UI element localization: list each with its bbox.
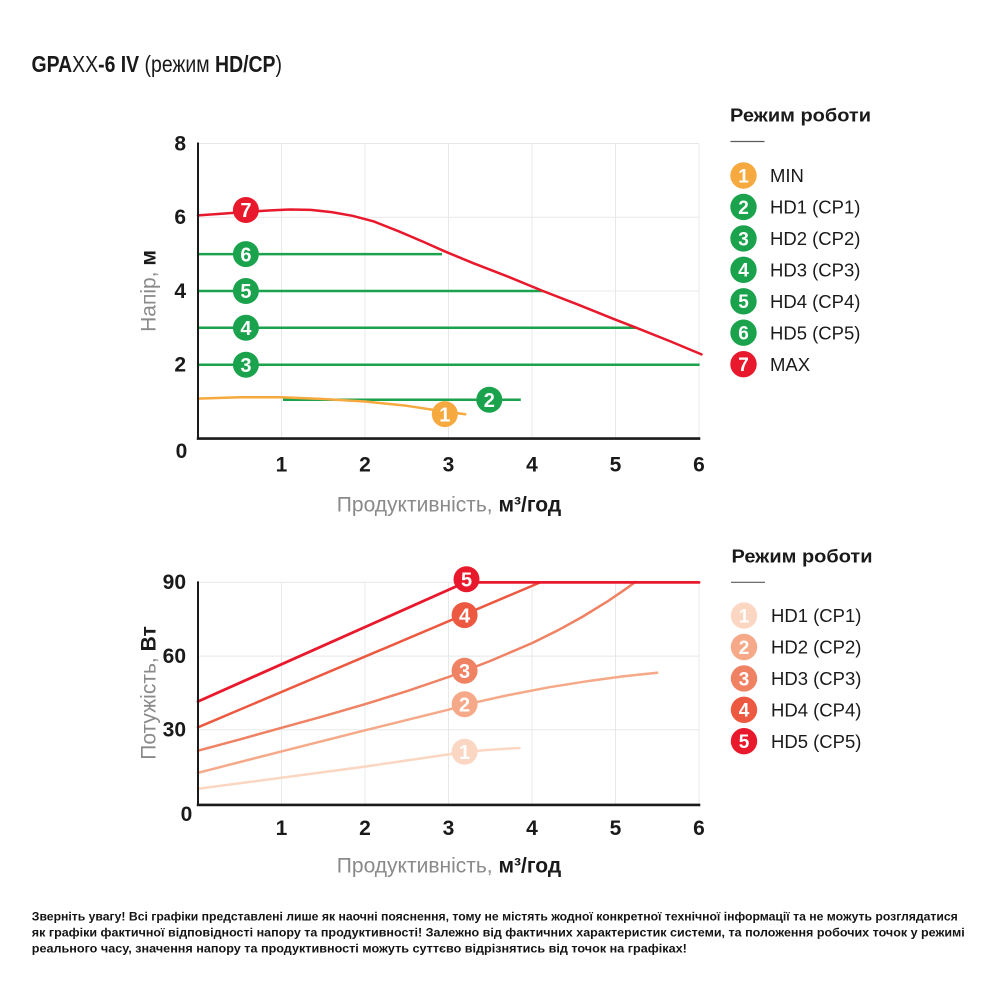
svg-text:3: 3 [240, 355, 251, 377]
svg-text:HD1 (CP1): HD1 (CP1) [771, 605, 861, 626]
svg-text:4: 4 [739, 701, 750, 722]
svg-text:4: 4 [526, 454, 538, 477]
svg-text:2: 2 [459, 694, 470, 716]
svg-text:1: 1 [439, 404, 450, 426]
svg-text:6: 6 [174, 206, 186, 229]
svg-text:8: 8 [174, 132, 186, 155]
svg-text:як графіки фактичної відповідн: як графіки фактичної відповідності напор… [32, 925, 965, 939]
svg-text:HD5 (CP5): HD5 (CP5) [770, 322, 860, 343]
svg-text:GPAXX-6 IV (режим HD/CP): GPAXX-6 IV (режим HD/CP) [32, 51, 283, 77]
svg-text:3: 3 [738, 229, 749, 250]
svg-text:2: 2 [484, 390, 495, 412]
svg-text:2: 2 [359, 454, 371, 477]
svg-text:2: 2 [359, 817, 371, 840]
svg-text:HD1 (CP1): HD1 (CP1) [770, 197, 860, 218]
svg-text:4: 4 [459, 605, 471, 627]
svg-text:Напір, м: Напір, м [138, 250, 161, 332]
svg-text:2: 2 [174, 354, 186, 377]
svg-text:7: 7 [240, 200, 251, 222]
svg-text:4: 4 [240, 318, 252, 340]
svg-text:6: 6 [693, 454, 705, 477]
svg-text:1: 1 [459, 742, 470, 764]
svg-text:6: 6 [693, 817, 705, 840]
svg-text:30: 30 [163, 719, 186, 742]
svg-text:Режим роботи: Режим роботи [732, 547, 873, 567]
svg-text:5: 5 [738, 292, 749, 313]
svg-text:6: 6 [240, 244, 251, 266]
svg-text:1: 1 [738, 166, 749, 187]
svg-text:0: 0 [176, 440, 188, 463]
svg-text:4: 4 [174, 280, 186, 303]
svg-text:Зверніть увагу! Всі графіки пр: Зверніть увагу! Всі графіки представлені… [32, 910, 958, 924]
svg-text:HD2 (CP2): HD2 (CP2) [771, 637, 861, 658]
svg-text:HD4 (CP4): HD4 (CP4) [770, 291, 860, 312]
svg-text:MAX: MAX [770, 354, 810, 375]
svg-text:2: 2 [739, 638, 750, 659]
svg-text:3: 3 [443, 454, 455, 477]
svg-text:1: 1 [276, 454, 288, 477]
svg-text:3: 3 [459, 661, 470, 683]
svg-text:4: 4 [738, 261, 749, 282]
svg-text:HD3 (CP3): HD3 (CP3) [770, 259, 860, 280]
svg-text:0: 0 [181, 803, 193, 826]
svg-text:1: 1 [276, 817, 288, 840]
svg-text:6: 6 [738, 324, 749, 345]
svg-text:MIN: MIN [770, 165, 804, 186]
svg-text:5: 5 [739, 732, 750, 753]
svg-text:реального часу, значення напор: реального часу, значення напору та проду… [32, 941, 687, 955]
svg-text:HD4 (CP4): HD4 (CP4) [771, 699, 861, 720]
svg-text:Продуктивність, м³/год: Продуктивність, м³/год [337, 855, 561, 878]
svg-text:Потужість, Вт: Потужість, Вт [138, 626, 161, 760]
svg-text:Продуктивність, м³/год: Продуктивність, м³/год [337, 494, 561, 517]
svg-text:Режим роботи: Режим роботи [730, 106, 871, 126]
svg-text:HD3 (CP3): HD3 (CP3) [771, 668, 861, 689]
svg-text:7: 7 [738, 355, 749, 376]
svg-text:1: 1 [739, 607, 750, 628]
svg-text:HD5 (CP5): HD5 (CP5) [771, 731, 861, 752]
svg-text:4: 4 [526, 817, 538, 840]
svg-text:60: 60 [163, 645, 186, 668]
svg-text:5: 5 [240, 281, 251, 303]
svg-text:5: 5 [610, 454, 622, 477]
svg-text:2: 2 [738, 198, 749, 219]
svg-text:3: 3 [739, 669, 750, 690]
svg-text:90: 90 [163, 571, 186, 594]
svg-text:3: 3 [443, 817, 455, 840]
svg-text:5: 5 [461, 569, 472, 591]
svg-text:HD2 (CP2): HD2 (CP2) [770, 228, 860, 249]
svg-text:5: 5 [610, 817, 622, 840]
